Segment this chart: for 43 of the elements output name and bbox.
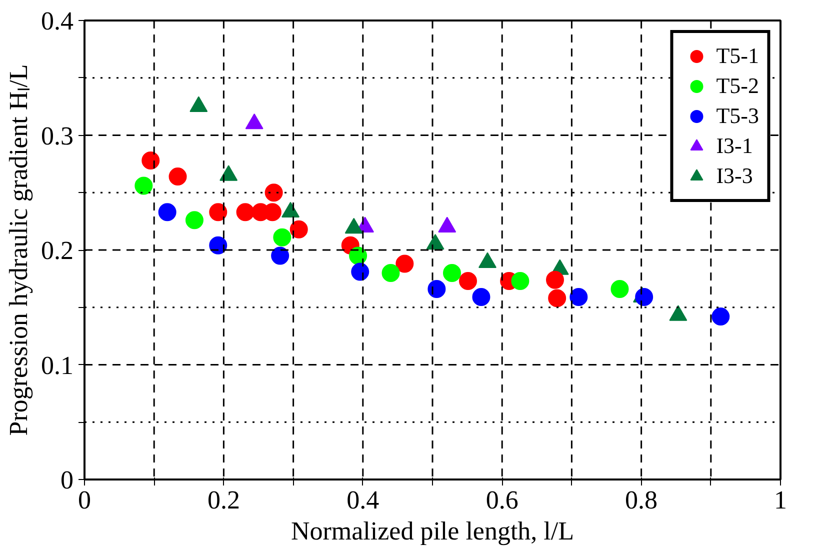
point	[236, 203, 254, 222]
point	[209, 203, 228, 222]
point	[546, 270, 564, 289]
x-tick-label: 0.4	[346, 486, 380, 514]
point	[396, 254, 414, 273]
y-axis-title: Progression hydraulic gradient Hₗ/L	[4, 64, 33, 436]
y-tick-label: 0	[60, 466, 74, 494]
point	[168, 168, 187, 186]
legend-label: I3-1	[716, 133, 753, 159]
point	[428, 280, 446, 298]
point	[442, 264, 461, 282]
x-tick-label: 0.6	[486, 486, 518, 514]
point	[271, 246, 290, 265]
x-tick-label: 0	[78, 486, 91, 514]
point	[548, 289, 566, 308]
y-tick-label: 0.4	[41, 6, 74, 36]
point	[209, 236, 228, 254]
point	[273, 228, 292, 246]
x-tick-label: 1	[774, 486, 787, 514]
point	[264, 184, 283, 202]
point	[712, 308, 730, 326]
x-tick-label: 0.8	[625, 486, 658, 514]
x-tick-label: 0.2	[207, 486, 240, 514]
point	[185, 211, 204, 230]
legend-label: T5-1	[716, 43, 759, 69]
point	[570, 288, 588, 306]
legend-label: T5-3	[716, 103, 759, 129]
x-axis-title: Normalized pile length, l/L	[290, 516, 574, 546]
legend-label: T5-2	[716, 73, 759, 99]
y-tick-label: 0.3	[41, 121, 74, 150]
point	[351, 262, 370, 281]
point	[458, 272, 477, 290]
legend-label: I3-3	[716, 163, 753, 189]
point	[382, 264, 400, 282]
y-tick-label: 0.1	[41, 350, 74, 380]
point	[142, 152, 160, 170]
point	[134, 176, 153, 195]
point	[511, 272, 530, 290]
point	[290, 220, 308, 238]
point	[158, 203, 176, 222]
point	[610, 280, 629, 298]
point	[472, 288, 490, 306]
y-tick-label: 0.2	[41, 236, 74, 265]
